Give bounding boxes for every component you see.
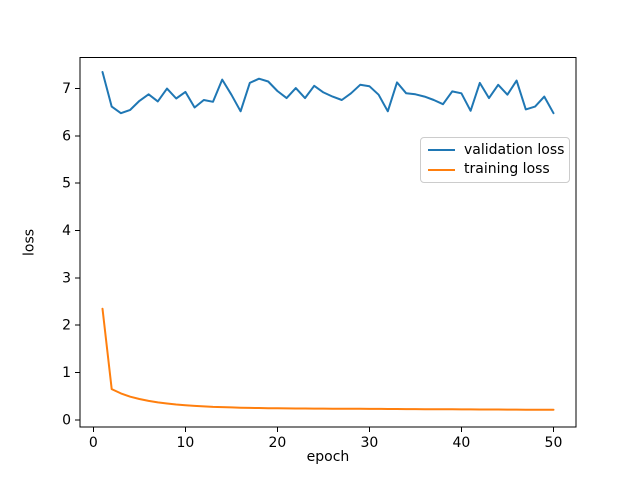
y-axis-label: loss [21, 229, 37, 256]
x-tick-label: 0 [89, 435, 98, 451]
legend-label-validation: validation loss [464, 141, 565, 158]
x-tick-label: 50 [545, 435, 563, 451]
legend: validation loss training loss [420, 137, 570, 183]
y-tick-label: 0 [62, 412, 71, 428]
y-tick-label: 6 [62, 128, 71, 144]
legend-entry-training: training loss [428, 160, 562, 179]
training-loss-swatch [428, 168, 455, 171]
y-axis-ticks: 0 1 2 3 4 5 6 7 [62, 81, 80, 428]
x-axis-label: epoch [307, 449, 350, 465]
x-tick-label: 20 [268, 435, 286, 451]
x-tick-label: 30 [360, 435, 378, 451]
legend-entry-validation: validation loss [428, 141, 565, 160]
y-tick-label: 5 [62, 176, 71, 192]
x-tick-label: 40 [453, 435, 471, 451]
plot-border [79, 57, 577, 428]
validation-loss-swatch [428, 149, 455, 152]
y-tick-label: 2 [62, 318, 71, 334]
y-tick-label: 3 [62, 270, 71, 286]
x-axis-ticks: 0 10 20 30 40 50 [89, 427, 562, 451]
y-tick-label: 7 [62, 81, 71, 97]
x-tick-label: 10 [176, 435, 194, 451]
y-tick-label: 1 [62, 365, 71, 381]
legend-label-training: training loss [464, 161, 550, 178]
validation-loss-line [101, 71, 555, 115]
training-loss-line [101, 307, 555, 411]
y-tick-label: 4 [62, 223, 71, 239]
